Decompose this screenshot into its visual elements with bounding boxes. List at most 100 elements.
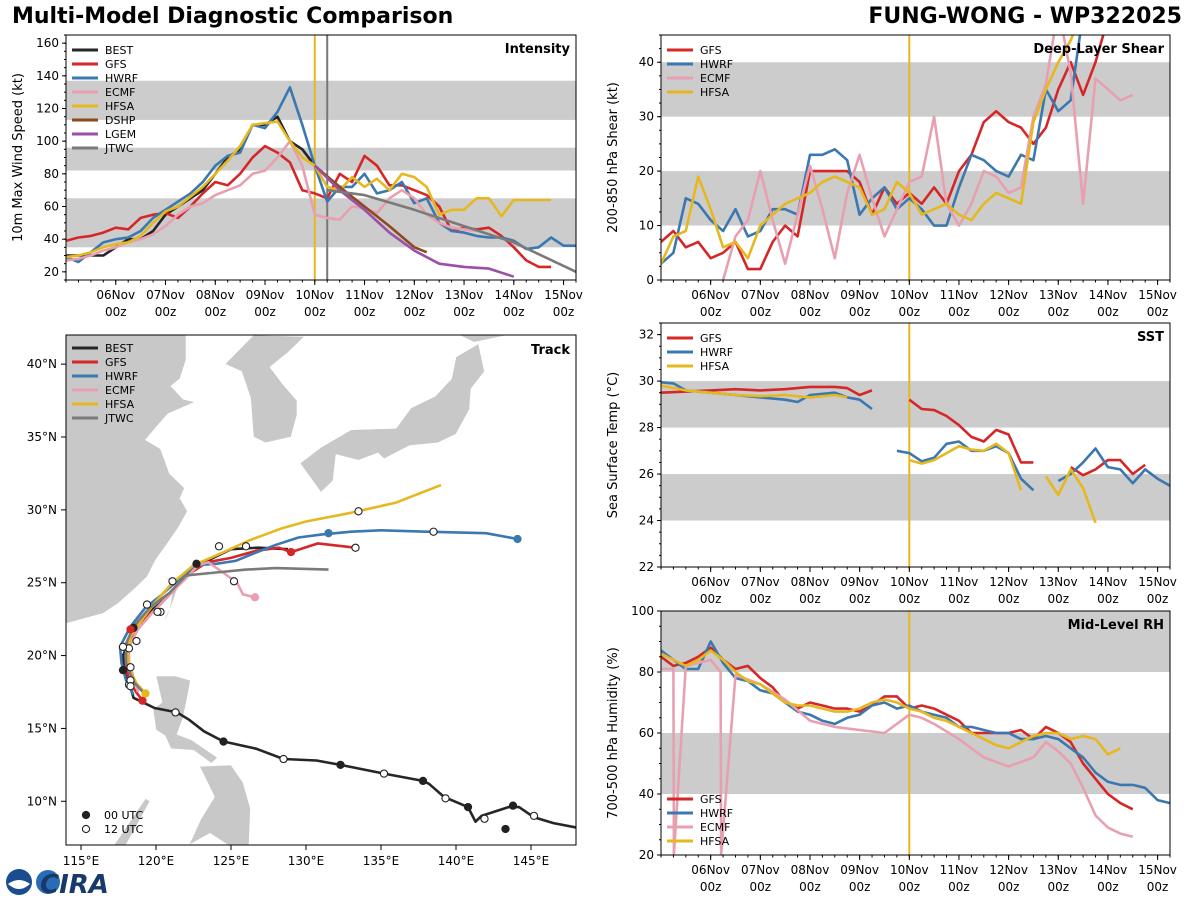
intensity-title: Intensity bbox=[505, 42, 571, 57]
page-title: Multi-Model Diagnostic Comparison bbox=[12, 4, 454, 29]
intensity-y-tick-label: 60 bbox=[44, 200, 59, 214]
rh-series-gfs bbox=[661, 646, 1134, 811]
sst-x-tick-day: 07Nov bbox=[741, 575, 780, 589]
intensity-x-tick-day: 15Nov bbox=[544, 288, 583, 302]
intensity-y-tick-label: 20 bbox=[44, 265, 59, 279]
track-marker-best bbox=[508, 801, 518, 810]
intensity-series-hwrf bbox=[66, 86, 576, 264]
sst-series-hfsa bbox=[908, 442, 1023, 491]
intensity-x-tick-hour: 00z bbox=[204, 305, 226, 319]
sst-legend-label-hfsa: HFSA bbox=[700, 360, 730, 373]
track-x-tick-label: 145°E bbox=[513, 854, 550, 868]
track-marker-best bbox=[214, 542, 224, 551]
track-marker-ecmf bbox=[229, 577, 239, 586]
sst-x-tick-day: 14Nov bbox=[1089, 575, 1128, 589]
intensity-x-tick-hour: 00z bbox=[503, 305, 525, 319]
track-x-tick-label: 120°E bbox=[138, 854, 175, 868]
intensity-x-tick-hour: 00z bbox=[453, 305, 475, 319]
rh-legend-label-hwrf: HWRF bbox=[700, 807, 733, 820]
shear-x-tick-day: 12Nov bbox=[989, 288, 1028, 302]
intensity-x-tick-hour: 00z bbox=[155, 305, 177, 319]
land-mass bbox=[66, 335, 196, 624]
intensity-plot-area bbox=[66, 35, 576, 280]
rh-legend-label-ecmf: ECMF bbox=[700, 821, 730, 834]
intensity-x-tick-day: 07Nov bbox=[146, 288, 185, 302]
shear-y-axis-label: 200-850 hPa Shear (kt) bbox=[606, 82, 621, 233]
sst-x-tick-day: 10Nov bbox=[890, 575, 929, 589]
intensity-legend-label-dshp: DSHP bbox=[105, 114, 136, 127]
intensity-x-tick-day: 08Nov bbox=[196, 288, 235, 302]
track-x-tick-label: 130°E bbox=[288, 854, 325, 868]
rh-threshold-band bbox=[661, 733, 1170, 794]
track-marker-best bbox=[418, 776, 428, 786]
track-plot-area bbox=[66, 335, 576, 845]
shear-y-tick-label: 10 bbox=[639, 219, 654, 233]
track-marker-ecmf bbox=[132, 636, 141, 646]
sst-x-tick-day: 08Nov bbox=[791, 575, 830, 589]
noaa-logo-bird bbox=[8, 880, 30, 889]
intensity-y-tick-label: 40 bbox=[44, 232, 59, 246]
track-legend-label-ecmf: ECMF bbox=[105, 384, 135, 397]
intensity-y-tick-label: 120 bbox=[36, 102, 59, 116]
intensity-x-tick-day: 14Nov bbox=[494, 288, 533, 302]
shear-legend-label-gfs: GFS bbox=[700, 44, 722, 57]
track-marker-best bbox=[463, 802, 473, 812]
track-x-tick-label: 115°E bbox=[63, 854, 100, 868]
track-legend-label-best: BEST bbox=[105, 342, 133, 355]
sst-plot-area bbox=[661, 323, 1170, 567]
track-x-tick-label: 140°E bbox=[438, 854, 475, 868]
shear-series-hfsa bbox=[661, 35, 1075, 265]
track-x-tick-label: 125°E bbox=[213, 854, 250, 868]
intensity-x-tick-hour: 00z bbox=[404, 305, 426, 319]
rh-x-tick-day: 08Nov bbox=[791, 863, 830, 877]
track-y-tick-label: 30°N bbox=[27, 503, 57, 517]
rh-panel: 20 40 60 80 100 06Nov 00z 07Nov 00z 08Nov 00z 09Nov… bbox=[606, 604, 1177, 894]
track-marker-legend-symbol bbox=[81, 824, 91, 834]
shear-y-tick-label: 20 bbox=[639, 164, 654, 178]
rh-x-tick-hour: 00z bbox=[1097, 880, 1119, 894]
intensity-panel: 20 40 60 80 100 120 140 160 06Nov 00z 07Nov 00z 08No… bbox=[11, 34, 583, 319]
shear-x-tick-hour: 00z bbox=[799, 305, 821, 319]
shear-legend-label-ecmf: ECMF bbox=[700, 72, 730, 85]
track-marker-best bbox=[118, 665, 128, 675]
shear-x-tick-hour: 00z bbox=[1147, 305, 1169, 319]
track-marker-best bbox=[219, 737, 228, 746]
shear-x-tick-day: 13Nov bbox=[1039, 288, 1078, 302]
rh-y-tick-label: 100 bbox=[631, 604, 654, 618]
shear-y-tick-label: 40 bbox=[639, 55, 654, 69]
sst-series-hfsa bbox=[661, 384, 848, 399]
intensity-threshold-band bbox=[66, 147, 576, 171]
track-marker-hwrf bbox=[118, 642, 128, 651]
track-y-tick-label: 25°N bbox=[27, 576, 57, 590]
sst-x-tick-hour: 00z bbox=[1047, 592, 1069, 606]
rh-y-axis-label: 700-500 hPa Humidity (%) bbox=[606, 647, 621, 819]
track-y-tick-label: 40°N bbox=[27, 357, 57, 371]
intensity-x-tick-day: 13Nov bbox=[445, 288, 484, 302]
shear-legend-label-hfsa: HFSA bbox=[700, 86, 730, 99]
track-marker-legend-label: 12 UTC bbox=[104, 823, 144, 836]
sst-y-tick-label: 32 bbox=[639, 328, 654, 342]
track-marker-ecmf bbox=[126, 682, 135, 691]
track-marker-best bbox=[501, 824, 510, 834]
rh-y-tick-label: 40 bbox=[639, 787, 654, 801]
track-marker-ecmf bbox=[250, 593, 260, 602]
intensity-legend-label-jtwc: JTWC bbox=[104, 142, 134, 155]
track-marker-best bbox=[336, 760, 345, 770]
track-legend-label-gfs: GFS bbox=[105, 356, 127, 369]
track-marker-best bbox=[529, 811, 539, 821]
intensity-series-hfsa bbox=[66, 120, 552, 259]
sst-title: SST bbox=[1137, 330, 1164, 345]
track-marker-best bbox=[279, 754, 288, 764]
rh-y-tick-label: 20 bbox=[639, 848, 654, 862]
rh-series-hfsa bbox=[661, 649, 1121, 756]
sst-x-tick-hour: 00z bbox=[1097, 592, 1119, 606]
intensity-x-tick-day: 09Nov bbox=[246, 288, 285, 302]
land-mass bbox=[299, 343, 485, 493]
intensity-x-tick-day: 11Nov bbox=[345, 288, 384, 302]
shear-x-tick-day: 14Nov bbox=[1089, 288, 1128, 302]
rh-x-tick-day: 07Nov bbox=[741, 863, 780, 877]
rh-x-tick-hour: 00z bbox=[948, 880, 970, 894]
track-y-tick-label: 20°N bbox=[27, 649, 57, 663]
track-panel: 115°E 120°E 125°E 130°E 135°E 140°E 145°E 10°N 1… bbox=[27, 334, 577, 868]
